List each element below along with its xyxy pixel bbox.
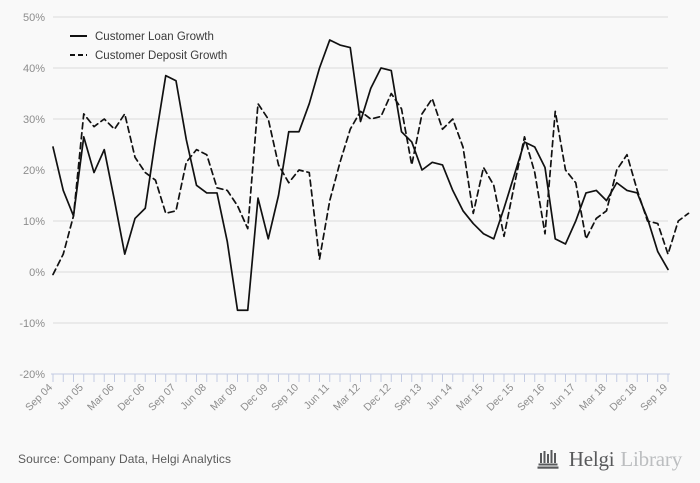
x-axis-tick-label: Dec 06 [115,382,147,414]
legend-label-0[interactable]: Customer Loan Growth [95,31,214,43]
x-axis-tick-label: Jun 14 [424,382,455,413]
x-axis-tick-label: Jun 05 [55,382,86,413]
x-axis-group [51,373,670,382]
y-axis-tick-label: 50% [23,12,45,24]
y-axis-tick-label: 20% [23,165,45,177]
x-axis-tick-label: Sep 19 [638,382,670,414]
x-axis-tick-label: Mar 12 [331,382,363,414]
x-axis-tick-label: Mar 06 [85,382,117,414]
gridlines-group [53,16,668,375]
data-series-group [52,39,690,312]
x-axis-tick-label: Jun 17 [547,382,578,413]
logo-text-primary: Helgi [568,446,615,471]
x-axis-tick-label: Sep 16 [515,382,547,414]
chart-footer: Source: Company Data, Helgi Analytics He… [0,435,700,483]
y-axis-labels-group: 50% 40% 30% 20% 10% 0% -10% -20% [19,12,45,381]
y-axis-tick-label: 30% [23,114,45,126]
x-axis-tick-label: Sep 07 [146,382,178,414]
x-axis-tick-label: Sep 04 [23,382,55,414]
x-axis-tick-label: Mar 15 [454,382,486,414]
y-axis-tick-label: -20% [19,369,45,381]
x-axis-tick-label: Sep 10 [269,382,301,414]
y-axis-tick-label: 40% [23,63,45,75]
y-axis-tick-label: 10% [23,216,45,228]
bank-building-icon [537,450,559,469]
x-axis-tick-label: Dec 15 [484,382,516,414]
series-line-1 [52,92,690,276]
chart-legend: Customer Loan Growth Customer Deposit Gro… [70,31,227,62]
source-note: Source: Company Data, Helgi Analytics [18,452,232,466]
series-line-0 [52,39,669,312]
x-axis-tick-label: Dec 18 [607,382,639,414]
x-axis-tick-label: Jun 11 [302,382,332,412]
x-axis-tick-label: Sep 13 [392,382,424,414]
logo-text-secondary: Library [620,446,682,471]
x-axis-tick-label: Dec 12 [361,382,393,414]
x-axis-tick-label: Mar 09 [208,382,240,414]
y-axis-tick-label: 0% [29,267,45,279]
legend-label-1[interactable]: Customer Deposit Growth [95,50,227,62]
x-axis-tick-label: Dec 09 [238,382,270,414]
x-axis-tick-label: Jun 08 [178,382,209,413]
y-axis-tick-label: -10% [19,318,45,330]
helgi-library-logo[interactable]: Helgi Library [537,447,682,472]
x-axis-tick-label: Mar 18 [577,382,609,414]
